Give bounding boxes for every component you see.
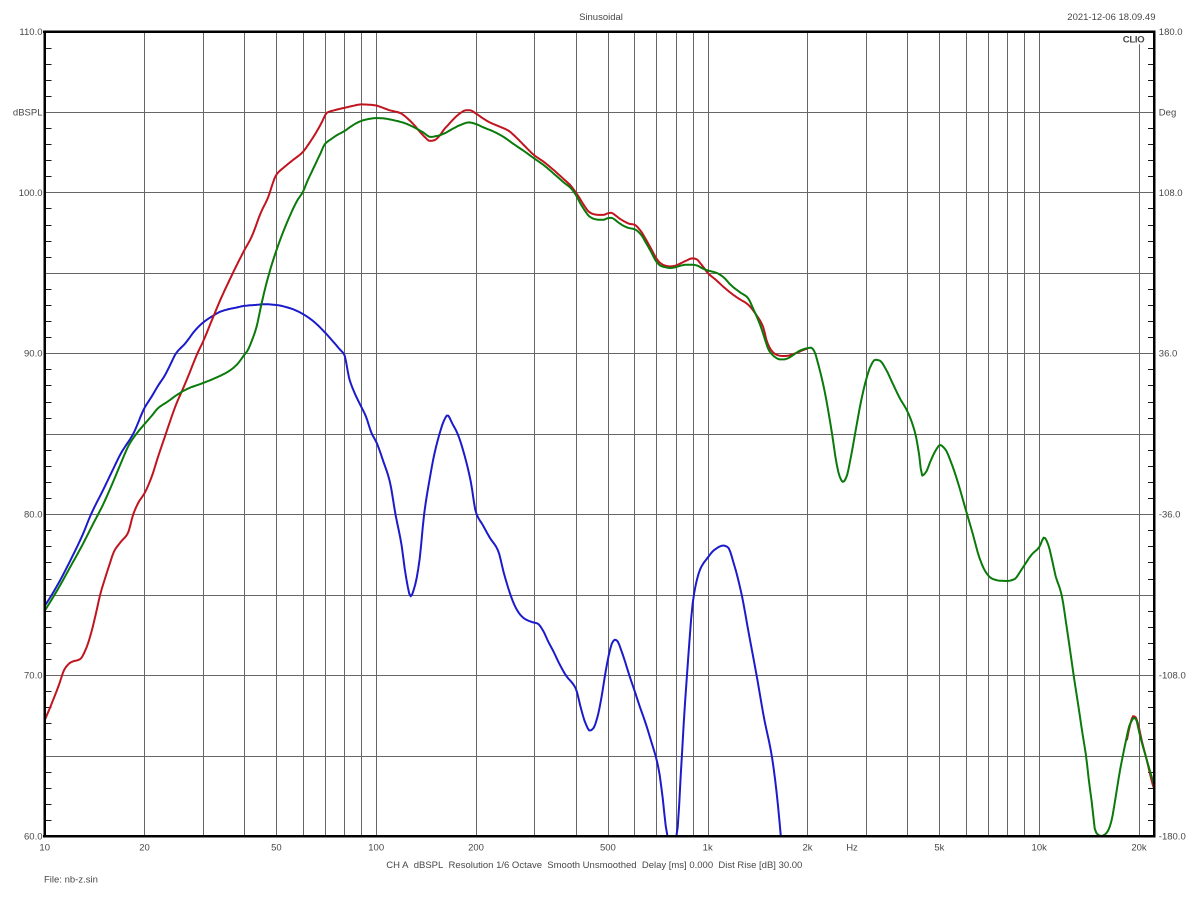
svg-text:108.0: 108.0 [1159,188,1183,199]
svg-text:100.0: 100.0 [19,188,43,199]
svg-text:100: 100 [368,843,384,854]
svg-text:70.0: 70.0 [24,671,43,682]
svg-text:1k: 1k [703,843,713,854]
svg-text:dBSPL: dBSPL [13,107,43,118]
svg-text:90.0: 90.0 [24,349,43,360]
svg-text:60.0: 60.0 [24,831,43,842]
svg-text:2021-12-06 18.09.49: 2021-12-06 18.09.49 [1067,12,1155,23]
svg-text:Sinusoidal: Sinusoidal [579,12,623,23]
svg-text:5k: 5k [934,843,944,854]
svg-text:-180.0: -180.0 [1159,831,1186,842]
svg-text:200: 200 [468,843,484,854]
svg-text:10: 10 [39,843,50,854]
svg-text:36.0: 36.0 [1159,349,1178,360]
svg-text:Hz: Hz [846,843,858,854]
svg-text:-36.0: -36.0 [1159,510,1181,521]
svg-text:20k: 20k [1131,843,1147,854]
svg-text:Deg: Deg [1159,107,1176,118]
svg-text:10k: 10k [1032,843,1048,854]
svg-text:CLIO: CLIO [1123,35,1145,46]
svg-text:110.0: 110.0 [19,27,42,38]
svg-text:CH A dBSPL Resolution 1/6 Oc: CH A dBSPL Resolution 1/6 Octave Smooth … [386,860,802,871]
svg-text:2k: 2k [802,843,812,854]
svg-text:-108.0: -108.0 [1159,671,1186,682]
svg-text:500: 500 [600,843,616,854]
svg-text:File: nb-z.sin: File: nb-z.sin [44,875,98,886]
svg-text:50: 50 [271,843,282,854]
svg-text:180.0: 180.0 [1159,27,1183,38]
svg-text:80.0: 80.0 [24,510,43,521]
svg-text:20: 20 [139,843,150,854]
